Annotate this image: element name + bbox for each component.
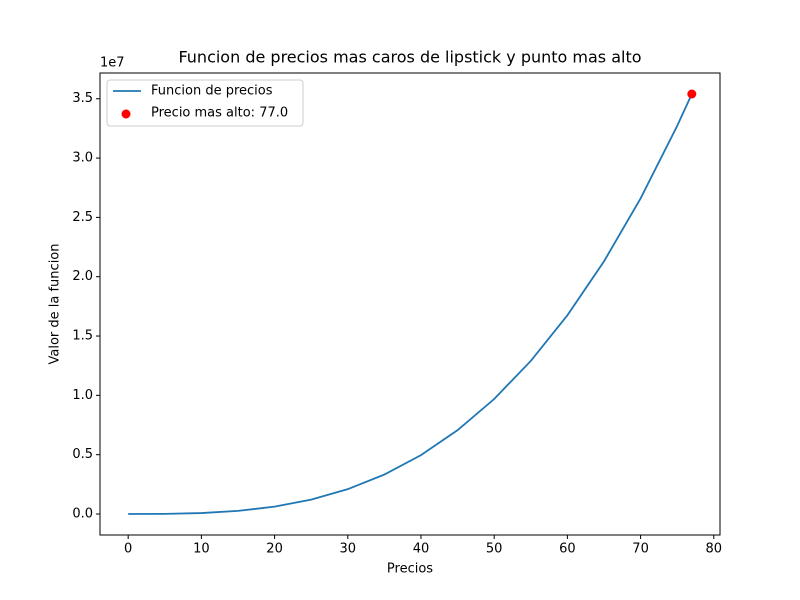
chart-title: Funcion de precios mas caros de lipstick… [178, 48, 641, 67]
y-tick-label: 2.5 [72, 210, 93, 225]
y-tick-label: 3.0 [72, 151, 93, 166]
y-tick-label: 1.5 [72, 329, 93, 344]
y-tick-label: 3.5 [72, 91, 93, 106]
x-tick-label: 0 [124, 542, 132, 557]
y-offset-label: 1e7 [100, 56, 125, 71]
legend-box [106, 79, 304, 127]
x-tick-label: 50 [486, 542, 503, 557]
plot-frame [99, 72, 721, 536]
x-tick-label: 40 [413, 542, 430, 557]
legend-point-swatch [121, 109, 131, 119]
highlight-point [687, 89, 697, 99]
legend-label: Precio mas alto: 77.0 [151, 106, 288, 121]
y-axis-label: Valor de la funcion [48, 244, 63, 365]
y-tick-label: 2.0 [72, 269, 93, 284]
legend-label: Funcion de precios [151, 84, 273, 99]
x-tick-label: 70 [632, 542, 649, 557]
line-series [128, 93, 693, 515]
x-tick-label: 80 [706, 542, 723, 557]
x-tick-label: 60 [559, 542, 576, 557]
x-axis-label: Precios [387, 562, 433, 577]
x-tick-label: 30 [340, 542, 357, 557]
y-tick-label: 1.0 [72, 388, 93, 403]
x-tick-label: 20 [266, 542, 283, 557]
y-tick-label: 0.0 [72, 507, 93, 522]
x-tick-label: 10 [193, 542, 210, 557]
y-tick-label: 0.5 [72, 447, 93, 462]
